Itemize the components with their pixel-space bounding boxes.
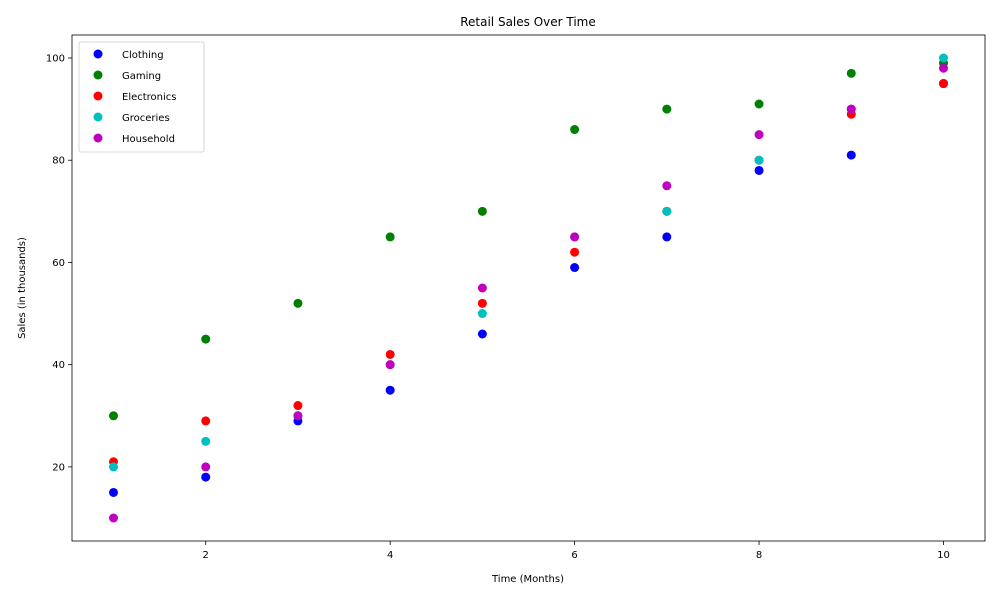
point-clothing-1	[109, 487, 118, 497]
y-axis-ticks: 20 40 60 80 100	[46, 54, 72, 473]
point-gaming-8	[754, 99, 764, 109]
point-clothing-5	[477, 329, 487, 339]
point-electronics-2	[201, 416, 211, 426]
x-tick-label: 8	[756, 550, 762, 561]
point-gaming-2	[201, 334, 211, 344]
point-gaming-7	[662, 104, 672, 114]
point-household-10	[939, 63, 948, 73]
point-clothing-8	[754, 165, 764, 175]
point-household-8	[754, 130, 764, 140]
y-tick-label: 60	[52, 258, 65, 269]
point-gaming-1	[109, 411, 118, 421]
point-household-1	[109, 513, 118, 523]
x-axis-ticks: 2 4 6 8 10	[203, 541, 950, 561]
point-groceries-2	[201, 436, 211, 446]
point-gaming-3	[293, 298, 303, 308]
y-tick-label: 80	[52, 156, 65, 167]
point-clothing-7	[662, 232, 672, 242]
x-axis-label: Time (Months)	[491, 574, 564, 585]
x-tick-label: 2	[203, 550, 209, 561]
legend-marker-groceries	[93, 112, 103, 122]
legend-marker-electronics	[93, 91, 103, 101]
point-gaming-6	[570, 125, 580, 135]
point-groceries-8	[754, 155, 764, 165]
point-household-5	[477, 283, 487, 293]
point-electronics-5	[477, 298, 487, 308]
legend-label-household: Household	[122, 134, 175, 145]
plot-frame	[71, 34, 986, 542]
legend: Clothing Gaming Electronics Groceries Househ…	[78, 41, 205, 153]
point-household-2	[201, 462, 211, 472]
point-clothing-4	[385, 385, 395, 395]
x-tick-label: 10	[937, 550, 950, 561]
legend-label-groceries: Groceries	[122, 113, 170, 124]
legend-marker-gaming	[93, 70, 103, 80]
x-tick-label: 4	[387, 550, 393, 561]
point-gaming-5	[477, 206, 487, 216]
point-electronics-6	[570, 247, 580, 257]
legend-label-gaming: Gaming	[122, 71, 161, 82]
point-gaming-9	[846, 68, 856, 78]
y-tick-label: 20	[52, 462, 65, 473]
point-groceries-10	[939, 53, 948, 63]
chart-title: Retail Sales Over Time	[460, 15, 596, 29]
point-electronics-3	[293, 401, 303, 411]
point-groceries-5	[477, 309, 487, 319]
legend-label-electronics: Electronics	[122, 92, 177, 103]
point-gaming-4	[385, 232, 395, 242]
x-tick-label: 6	[571, 550, 577, 561]
point-clothing-6	[570, 263, 580, 273]
point-household-9	[846, 104, 856, 114]
point-electronics-10	[939, 79, 948, 89]
point-clothing-9	[846, 150, 856, 160]
legend-box	[78, 41, 205, 153]
legend-marker-clothing	[93, 49, 103, 59]
y-tick-label: 40	[52, 360, 65, 371]
point-groceries-7	[662, 206, 672, 216]
data-points	[109, 53, 948, 523]
y-tick-label: 100	[46, 54, 65, 65]
legend-label-clothing: Clothing	[122, 50, 164, 61]
y-axis-label: Sales (in thousands)	[17, 237, 28, 339]
point-electronics-4	[385, 349, 395, 359]
point-groceries-1	[109, 462, 118, 472]
point-household-4	[385, 360, 395, 370]
point-household-3	[293, 411, 303, 421]
legend-marker-household	[93, 133, 103, 143]
point-clothing-2	[201, 472, 211, 482]
point-household-7	[662, 181, 672, 191]
point-household-6	[570, 232, 580, 242]
